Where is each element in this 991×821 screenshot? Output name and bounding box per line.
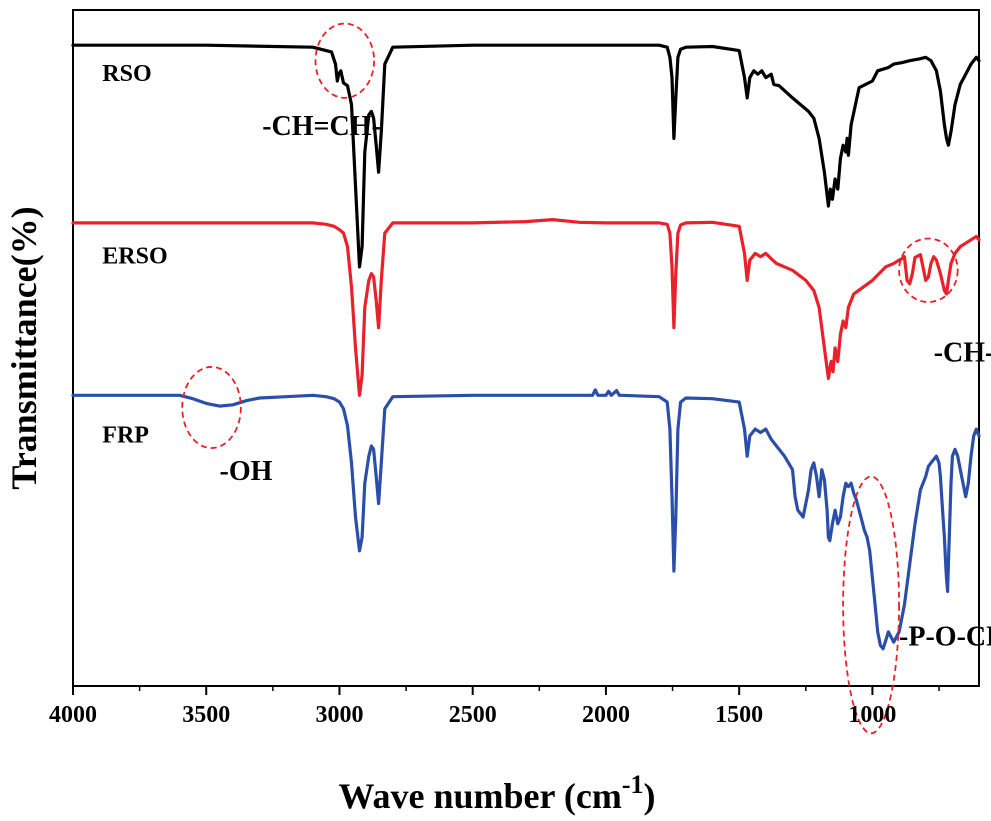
- phosphate-highlight: [842, 475, 900, 735]
- series-labels: RSO ERSO FRP: [102, 61, 167, 449]
- x-tick-label-2500: 2500: [449, 702, 497, 728]
- annotation-epoxy: -CH-O-CH-: [934, 338, 991, 369]
- series-label-frp: FRP: [102, 423, 149, 449]
- series-label-erso: ERSO: [102, 244, 167, 270]
- annotation-phosphate: -P-O-CH-: [899, 621, 991, 652]
- x-tick-label-3000: 3000: [315, 702, 363, 728]
- series-line-frp: [71, 388, 981, 651]
- x-tick-label-1500: 1500: [715, 702, 763, 728]
- x-tick-labels: 4000 3500 3000 2500 2000 1500 1000: [49, 702, 896, 728]
- x-axis-title: Wave number (cm-1): [339, 770, 656, 816]
- x-tick-label-4000: 4000: [49, 702, 97, 728]
- annotations: -CH=CH- -CH-O-CH- -OH -P-O-CH-: [220, 111, 991, 652]
- series-label-rso: RSO: [102, 61, 151, 87]
- annotation-alkene: -CH=CH-: [262, 111, 381, 142]
- plot-area: RSO ERSO FRP -CH=CH- -CH-O-CH- -OH -P-O-CH-: [71, 9, 991, 735]
- annotation-hydroxyl: -OH: [220, 456, 273, 487]
- x-axis-title-superscript: -1: [622, 770, 644, 799]
- series-lines: [71, 43, 981, 651]
- x-tick-label-2000: 2000: [582, 702, 630, 728]
- x-tick-label-1000: 1000: [848, 702, 896, 728]
- alkene-highlight: [314, 22, 376, 99]
- x-axis-ticks: [72, 686, 940, 695]
- series-line-erso: [71, 218, 981, 397]
- hydroxyl-highlight: [181, 366, 242, 449]
- x-axis-title-main: Wave number (cm: [339, 776, 622, 816]
- highlight-ellipses: [181, 22, 959, 735]
- x-axis-title-suffix: ): [643, 776, 655, 816]
- plot-frame: [72, 9, 980, 687]
- y-axis-title: Transmittance(%): [4, 206, 44, 489]
- series-line-rso: [71, 43, 981, 269]
- x-tick-label-3500: 3500: [182, 702, 230, 728]
- epoxy-highlight: [898, 237, 959, 303]
